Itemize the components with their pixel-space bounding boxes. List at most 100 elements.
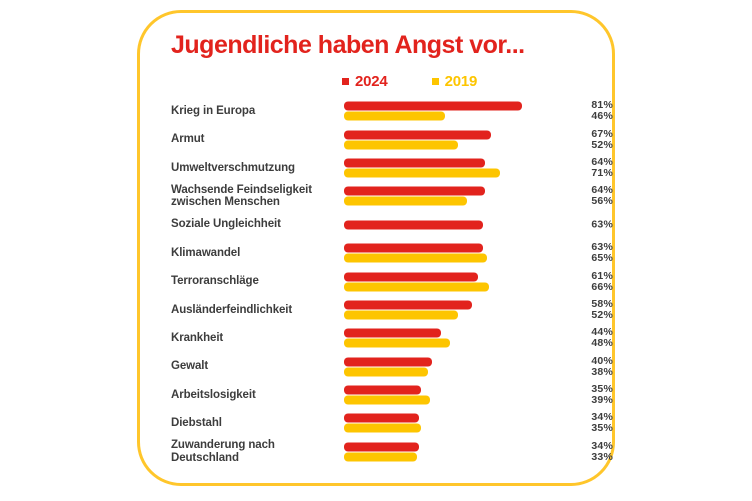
value-labels: 67% 52% — [591, 127, 613, 151]
bar-group — [344, 220, 483, 230]
value-labels: 81% 46% — [591, 100, 613, 122]
row-label: Umweltverschmutzung — [171, 161, 295, 174]
value-2024: 67% — [591, 127, 613, 140]
legend-item-2019: 2019 — [431, 73, 478, 90]
value-2024: 34% — [591, 411, 613, 424]
value-2024: 58% — [591, 297, 613, 310]
value-2024: 44% — [591, 326, 613, 339]
value-2019: 56% — [591, 195, 613, 208]
bar-group — [344, 357, 432, 377]
bar-2019 — [344, 140, 459, 150]
bar-2024 — [344, 413, 419, 423]
value-2019: 66% — [591, 280, 613, 293]
value-2024: 34% — [591, 439, 613, 452]
bar-group — [344, 328, 450, 348]
bar-2024 — [344, 101, 523, 111]
row-label: Wachsende Feindseligkeit zwischen Mensch… — [171, 183, 312, 209]
value-2024: 61% — [591, 269, 613, 282]
bar-2024 — [344, 385, 421, 395]
bar-2019 — [344, 367, 428, 377]
value-2019: 39% — [591, 394, 613, 407]
chart-row: Arbeitslosigkeit 35% 39% — [171, 381, 613, 409]
legend-swatch-2024-icon — [342, 78, 349, 85]
value-2024: 63% — [591, 241, 613, 254]
bar-2019 — [344, 423, 421, 433]
value-2024: 81% — [591, 99, 613, 112]
bar-2019 — [344, 111, 446, 121]
row-label: Diebstahl — [171, 417, 222, 430]
chart-row: Klimawandel 63% 65% — [171, 239, 613, 267]
value-2019: 46% — [591, 110, 613, 123]
row-label: Krankheit — [171, 332, 224, 344]
value-labels: 34% 33% — [591, 439, 613, 463]
chart-row: Umweltverschmutzung 64% 71% — [171, 154, 613, 182]
value-2019: 52% — [591, 138, 613, 151]
value-2019: 38% — [591, 365, 613, 378]
bar-2019 — [344, 168, 501, 178]
value-2019: 35% — [591, 422, 613, 435]
value-labels: 64% 56% — [591, 185, 613, 207]
chart-row: Wachsende Feindseligkeit zwischen Mensch… — [171, 182, 613, 210]
row-label: Ausländerfeindlichkeit — [171, 303, 293, 316]
value-labels: 35% 39% — [591, 384, 613, 406]
value-2024: 64% — [591, 184, 613, 197]
bar-group — [344, 158, 501, 178]
chart-row: Terroranschläge 61% 66% — [171, 267, 613, 295]
value-2024: 63% — [591, 218, 613, 231]
bar-2019 — [344, 395, 430, 405]
chart-row: Armut 67% 52% — [171, 125, 613, 153]
bar-2024 — [344, 442, 419, 452]
chart-row: Diebstahl 34% 35% — [171, 409, 613, 437]
bar-2024 — [344, 357, 432, 367]
row-label: Terroranschläge — [171, 275, 259, 288]
legend-label-2024: 2024 — [355, 73, 388, 90]
bar-2024 — [344, 158, 485, 168]
value-2024: 64% — [591, 155, 613, 168]
bar-2024 — [344, 328, 441, 338]
legend-item-2024: 2024 — [342, 73, 388, 90]
value-labels: 63% 65% — [591, 242, 613, 264]
chart-row: Gewalt 40% 38% — [171, 353, 613, 381]
chart-row: Krieg in Europa 81% 46% — [171, 97, 613, 125]
value-labels: 44% 48% — [591, 327, 613, 349]
legend-label-2019: 2019 — [444, 73, 478, 90]
bar-group — [344, 101, 523, 121]
value-2019: 33% — [591, 450, 613, 463]
row-label: Arbeitslosigkeit — [171, 388, 256, 401]
value-2024: 35% — [591, 383, 613, 396]
chart-row: Krankheit 44% 48% — [171, 324, 613, 352]
row-label: Soziale Ungleichheit — [171, 218, 281, 231]
chart-legend: 2024 2019 — [342, 73, 477, 90]
value-2019: 65% — [591, 252, 613, 265]
bar-2019 — [344, 282, 490, 292]
value-2019: 71% — [591, 166, 613, 179]
chart-row: Soziale Ungleichheit 63% — [171, 211, 613, 239]
chart-row: Ausländerfeindlichkeit 58% 52% — [171, 296, 613, 324]
bar-2019 — [344, 338, 450, 348]
bar-group — [344, 272, 490, 292]
row-label: Armut — [171, 133, 205, 146]
bar-2024 — [344, 130, 492, 140]
value-labels: 61% 66% — [591, 269, 613, 293]
bar-group — [344, 300, 472, 320]
bar-2019 — [344, 452, 417, 462]
bar-group — [344, 442, 419, 462]
legend-swatch-2019-icon — [431, 78, 439, 85]
bar-2024 — [344, 186, 485, 196]
infographic-card: Jugendliche haben Angst vor... 2024 2019… — [137, 10, 615, 486]
bar-group — [344, 243, 487, 263]
row-label: Zuwanderung nach Deutschland — [171, 439, 275, 464]
bar-2019 — [344, 253, 487, 263]
value-2024: 40% — [591, 354, 613, 367]
bar-2024 — [344, 300, 472, 310]
value-2019: 48% — [591, 337, 613, 350]
bar-2024 — [344, 220, 483, 230]
value-labels: 34% 35% — [591, 412, 613, 434]
chart-row: Zuwanderung nach Deutschland 34% 33% — [171, 438, 613, 466]
chart-title: Jugendliche haben Angst vor... — [171, 31, 525, 59]
bar-2024 — [344, 243, 483, 253]
value-labels: 58% 52% — [591, 297, 613, 321]
value-labels: 40% 38% — [591, 354, 613, 378]
bar-group — [344, 413, 421, 433]
bar-2024 — [344, 272, 479, 282]
